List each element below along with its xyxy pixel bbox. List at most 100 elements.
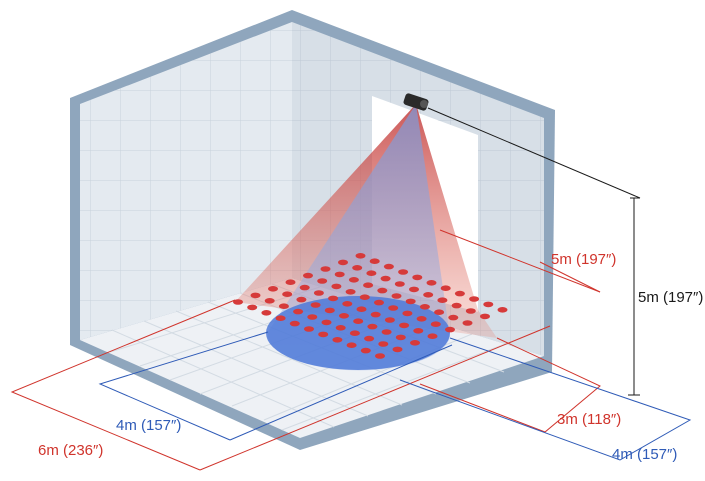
detection-point [293,308,304,315]
detection-point [285,279,296,286]
detection-point [374,299,384,306]
detection-point [282,291,293,298]
detection-point [384,317,395,323]
detection-point [328,295,339,302]
detection-point [313,290,324,296]
detection-point [364,335,375,342]
detection-point [352,265,363,271]
sensor-height-label: 5m (197″) [638,289,703,306]
detection-point [465,308,476,314]
detection-point [247,304,258,311]
detection-point [416,316,427,322]
red-near-depth-line [419,337,601,433]
detection-point [296,296,307,303]
red-far-depth-line [439,229,601,293]
red-detection-points [233,253,508,359]
detection-point [399,322,410,329]
detection-point [346,342,357,349]
detection-point [320,266,331,272]
detection-point [419,304,430,310]
detection-point [462,320,473,326]
height-dimension-line [427,107,641,199]
red-far-depth-label: 5m (197″) [551,251,616,268]
ceiling-sensor-icon [403,93,429,111]
detection-point [483,301,494,308]
detection-point [413,328,424,334]
detection-point [497,307,508,313]
detection-point [378,341,389,347]
detection-point [369,258,380,265]
detection-point [426,280,437,286]
detection-point [412,274,423,281]
detection-point [307,314,318,320]
detection-point [342,301,353,307]
detection-point [233,299,243,305]
detection-point [454,290,465,297]
detection-point [402,310,413,317]
detection-point [303,272,313,279]
detection-point [304,326,314,332]
detection-point [360,347,371,354]
blue-width-line [98,331,269,441]
detection-point [264,298,275,304]
detection-point [398,269,409,275]
detection-point [317,278,328,284]
detection-point [392,346,403,353]
detection-point [370,311,381,318]
detection-point [469,296,480,302]
detection-point [331,283,342,290]
detection-point [434,309,445,316]
detection-point [334,271,345,278]
detection-point [278,303,289,310]
detection-point [289,320,300,327]
left-wall [80,22,292,340]
detection-point [423,292,434,298]
detection-point [367,323,378,330]
detection-point [339,313,349,319]
detection-point [324,307,335,314]
detection-point [299,284,310,291]
detection-point [268,286,278,292]
detection-point [355,253,366,259]
red-near-depth-label: 3m (118″) [557,411,621,428]
detection-point [383,263,394,270]
detection-point [377,287,388,294]
detection-point [480,313,490,320]
detection-point [332,337,343,343]
blue-depth-line [399,337,692,461]
blue-width-label: 4m (157″) [116,417,181,434]
red-width-label: 6m (236″) [38,442,103,459]
detection-point [409,286,419,293]
detection-point [391,293,402,299]
detection-point [451,302,462,309]
detection-point [430,321,441,328]
detection-point [445,326,455,333]
detection-point [348,277,359,283]
detection-point [250,292,261,299]
detection-point [410,340,420,346]
detection-point [395,334,406,341]
detection-point [363,282,374,289]
detection-point [349,330,360,337]
detection-point [375,353,385,359]
detection-point [380,275,391,282]
detection-point [437,297,448,304]
detection-point [405,298,416,305]
detection-point [345,289,356,295]
detection-point [427,333,438,340]
red-width-line [10,299,236,471]
dimension-labels: 5m (197″) 5m (197″) 6m (236″) 3m (118″) … [38,251,703,463]
detection-point [359,294,370,301]
detection-point [335,325,346,331]
detection-point [388,305,399,311]
detection-point [440,285,451,292]
detection-point [321,319,332,326]
blue-depth-label: 4m (157″) [612,446,677,463]
detection-point [353,318,364,325]
detection-point [338,259,348,266]
detection-point [318,331,329,338]
detection-point [394,281,405,287]
detection-point [261,310,272,316]
